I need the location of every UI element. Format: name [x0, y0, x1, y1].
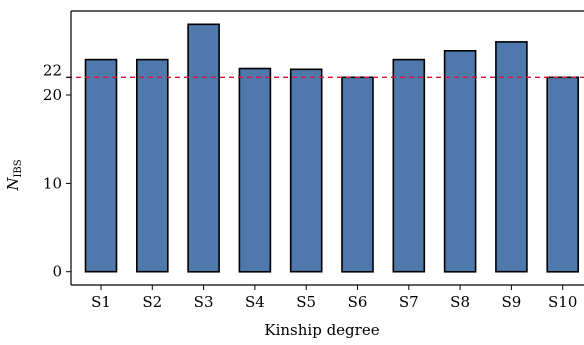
y-axis-label: NIBS: [4, 159, 24, 191]
x-axis-label: Kinship degree: [264, 321, 379, 339]
bar-s4: [238, 67, 272, 273]
y-tick-label-20: 20: [43, 86, 62, 104]
x-tick-label-s10: S10: [548, 293, 577, 311]
x-tick-label-s9: S9: [501, 293, 521, 311]
x-tick-label-s4: S4: [245, 293, 265, 311]
x-tick-label-s2: S2: [142, 293, 162, 311]
bar-s2: [136, 58, 169, 273]
y-axis-label-subscript: IBS: [13, 159, 24, 177]
y-axis-label-main: N: [4, 177, 22, 192]
y-tick-label-10: 10: [43, 174, 62, 192]
x-tick-label-s1: S1: [91, 293, 111, 311]
x-tick-label-s7: S7: [399, 293, 419, 311]
y-tick-label-0: 0: [52, 263, 62, 281]
bar-s7: [392, 58, 426, 273]
bar-s6: [341, 76, 374, 273]
x-tick-label-s8: S8: [450, 293, 470, 311]
y-tick-label-22: 22: [43, 61, 62, 79]
bar-s1: [84, 58, 118, 273]
bar-s8: [443, 49, 477, 273]
bar-s9: [495, 41, 528, 273]
bar-s5: [289, 68, 323, 273]
x-tick-label-s6: S6: [348, 293, 368, 311]
x-tick-label-s5: S5: [296, 293, 316, 311]
bar-s10: [546, 76, 580, 273]
x-tick-label-s3: S3: [194, 293, 214, 311]
bar-s3: [187, 23, 220, 273]
